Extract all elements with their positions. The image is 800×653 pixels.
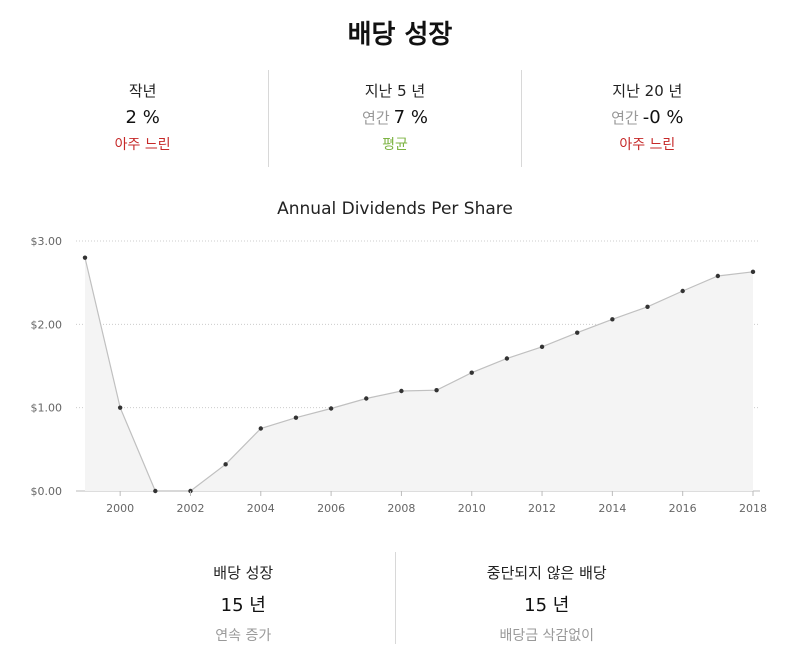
data-point — [434, 387, 439, 393]
chart-title: Annual Dividends Per Share — [277, 199, 513, 219]
x-tick-label: 2018 — [739, 502, 767, 515]
y-tick-label: $3.00 — [31, 235, 63, 248]
stat-value-text: 7 % — [393, 107, 428, 128]
area-fill — [85, 257, 753, 491]
x-tick-label: 2008 — [387, 502, 415, 515]
stat-value: 연간 -0 % — [522, 107, 773, 128]
stat-prefix: 연간 — [362, 109, 390, 127]
stat-sub: 연속 증가 — [215, 628, 272, 644]
data-point — [364, 396, 369, 401]
data-point — [750, 269, 756, 275]
stat-prefix: 연간 — [611, 109, 639, 127]
dividends-chart: Annual Dividends Per Share 2000 2002 2004 2… — [31, 199, 768, 515]
stat-label: 작년 — [128, 82, 157, 100]
data-point — [680, 288, 685, 294]
y-axis-ticks: $0.00 $1.00 $2.00 $3.00 — [31, 235, 63, 498]
stat-value: 연간 7 % — [269, 107, 520, 128]
data-point — [258, 426, 263, 431]
x-tick-label: 2014 — [598, 502, 626, 515]
stat-label: 지난 20 년 — [612, 82, 683, 100]
page-title: 배당 성장 — [347, 20, 453, 50]
stat-label: 지난 5 년 — [364, 82, 426, 100]
data-point — [610, 317, 615, 322]
data-point — [575, 330, 580, 335]
data-point — [645, 304, 650, 310]
data-point — [82, 255, 88, 260]
x-tick-label: 2010 — [458, 502, 486, 515]
streak-stats: 배당 성장 15 년 연속 증가 중단되지 않은 배당 15 년 배당금 삭감없… — [92, 552, 698, 644]
y-tick-label: $0.00 — [31, 485, 63, 498]
stat-rating: 평균 — [382, 137, 408, 153]
stat-value: 2 % — [17, 107, 268, 128]
data-point — [539, 344, 545, 350]
x-axis-ticks: 2000 2002 2004 2006 2008 2010 2012 2014 2016 2018 — [106, 491, 767, 515]
stat-sub: 배당금 삭감없이 — [499, 628, 595, 644]
data-point — [715, 273, 721, 279]
x-tick-label: 2000 — [106, 502, 134, 515]
data-point — [504, 356, 510, 361]
stat-label: 중단되지 않은 배당 — [486, 564, 607, 582]
stat-last-20-years: 지난 20 년 연간 -0 % 아주 느린 — [522, 70, 773, 167]
data-point — [328, 406, 334, 411]
x-tick-label: 2016 — [669, 502, 697, 515]
stat-last-5-years: 지난 5 년 연간 7 % 평균 — [269, 70, 522, 167]
points-layer — [82, 255, 756, 494]
stat-value: 15 년 — [220, 595, 266, 616]
data-point — [293, 415, 299, 420]
y-tick-label: $2.00 — [31, 318, 63, 331]
x-tick-label: 2006 — [317, 502, 345, 515]
stat-label: 배당 성장 — [213, 564, 274, 582]
x-tick-label: 2004 — [247, 502, 275, 515]
growth-stats: 작년 2 % 아주 느린 지난 5 년 연간 7 % 평균 지난 20 년 연간 -… — [17, 70, 773, 167]
stat-rating: 아주 느린 — [114, 137, 171, 153]
data-point — [223, 462, 228, 467]
stat-rating: 아주 느린 — [619, 137, 676, 153]
stat-value-text: 2 % — [125, 107, 160, 128]
stat-uninterrupted-dividend: 중단되지 않은 배당 15 년 배당금 삭감없이 — [396, 552, 699, 644]
data-point — [117, 405, 123, 410]
data-point — [153, 488, 158, 494]
stat-dividend-growth: 배당 성장 15 년 연속 증가 — [92, 552, 396, 644]
data-point — [469, 370, 474, 375]
y-tick-label: $1.00 — [31, 402, 63, 415]
stat-value-text: -0 % — [642, 107, 684, 128]
series-line — [84, 257, 754, 492]
x-tick-label: 2002 — [176, 502, 204, 515]
data-point — [399, 388, 404, 394]
stat-last-year: 작년 2 % 아주 느린 — [17, 70, 270, 167]
stat-value: 15 년 — [524, 595, 570, 616]
x-tick-label: 2012 — [528, 502, 556, 515]
